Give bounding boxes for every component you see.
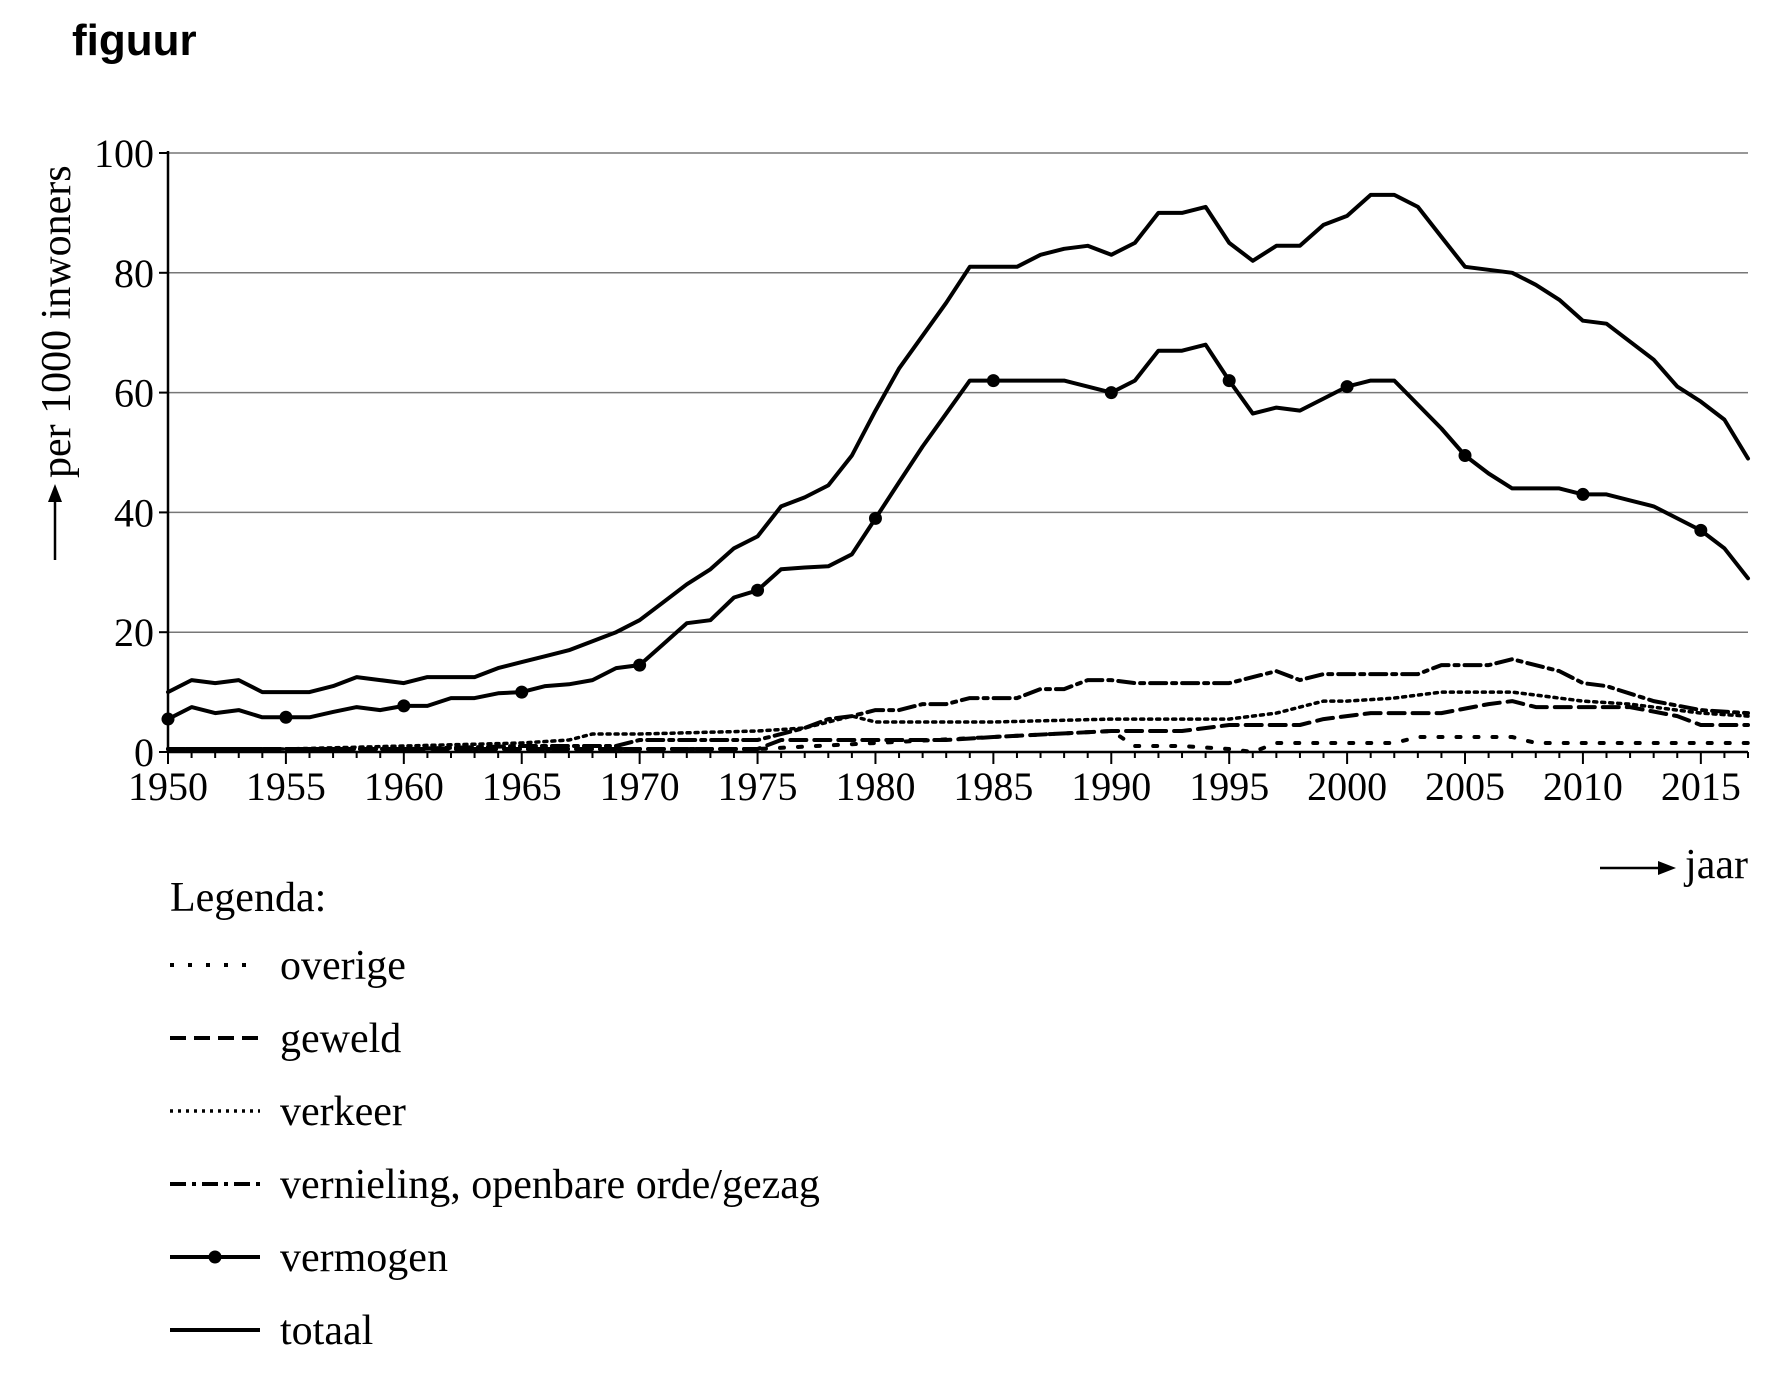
series-marker [1694,523,1708,537]
legend-label: totaal [280,1308,373,1354]
legend-label: verkeer [280,1089,406,1135]
x-tick-label: 1990 [1071,764,1151,809]
axis-labels: 0 20 40 60 80 100 1950 1955 1960 1965 1970 1975 1980… [34,131,1748,888]
series-marker [161,712,175,726]
series-line-vermogen [166,342,1750,722]
legend-title: Legenda: [170,875,326,921]
series-line-verkeer [166,690,1750,751]
x-tick-label: 1965 [482,764,562,809]
figure-label: figuur [72,16,197,65]
series-marker [1340,380,1354,394]
x-tick-label: 2005 [1425,764,1505,809]
y-axis-arrow-head [48,484,62,502]
x-tick-label: 2015 [1661,764,1741,809]
y-tick-label: 100 [94,131,154,176]
y-tick-label: 20 [114,610,154,655]
series-marker [279,710,293,724]
series-marker [397,699,411,713]
legend-marker [208,1250,222,1264]
x-tick-label: 1955 [246,764,326,809]
axes [159,151,1749,764]
legend-label: vermogen [280,1235,448,1281]
y-axis-label: per 1000 inwoners [34,165,80,478]
x-tick-label: 1970 [600,764,680,809]
series-marker [633,658,647,672]
legend: Legenda: overige geweld verkeer vernieling, … [170,875,820,1354]
x-axis-label: jaar [1683,842,1748,888]
y-tick-label: 40 [114,490,154,535]
series-group [161,192,1750,754]
series-marker [515,685,529,699]
series-marker [986,374,1000,388]
x-axis-arrow-head [1658,861,1676,875]
grid [168,152,1748,633]
x-tick-label: 1960 [364,764,444,809]
y-tick-label: 80 [114,251,154,296]
x-tick-label: 1950 [128,764,208,809]
series-marker [1104,386,1118,400]
y-tick-label: 0 [134,730,154,775]
x-tick-label: 2000 [1307,764,1387,809]
x-tick-label: 1975 [718,764,798,809]
series-marker [1458,448,1472,462]
series-marker [868,511,882,525]
x-tick-label: 1980 [835,764,915,809]
series-line-geweld [166,699,1750,751]
legend-label: overige [280,943,406,989]
series-line-totaal [166,192,1750,695]
legend-label: vernieling, openbare orde/gezag [280,1162,820,1208]
series-marker [1222,374,1236,388]
series-marker [1576,487,1590,501]
series-marker [751,583,765,597]
legend-label: geweld [280,1016,401,1062]
y-tick-label: 60 [114,371,154,416]
x-tick-label: 2010 [1543,764,1623,809]
x-tick-label: 1995 [1189,764,1269,809]
series-line-vernieling [166,657,1750,751]
x-tick-label: 1985 [953,764,1033,809]
